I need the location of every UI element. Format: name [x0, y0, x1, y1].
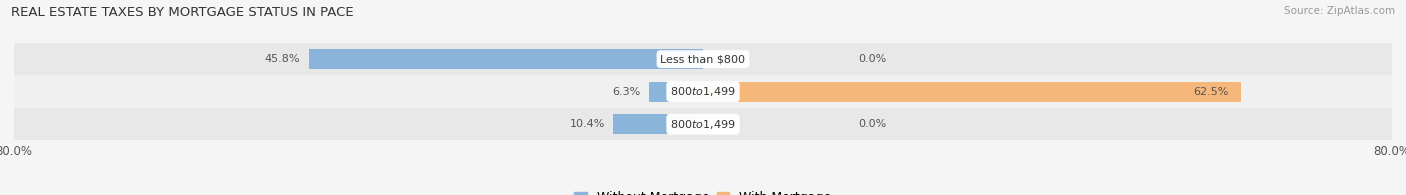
- Text: 45.8%: 45.8%: [264, 54, 299, 64]
- Bar: [14, 43, 1392, 75]
- Text: $800 to $1,499: $800 to $1,499: [671, 118, 735, 131]
- Bar: [14, 75, 1392, 108]
- Bar: [14, 108, 1392, 140]
- Text: 0.0%: 0.0%: [858, 54, 886, 64]
- Bar: [648, 82, 703, 102]
- Bar: [613, 114, 703, 134]
- Bar: [308, 49, 703, 69]
- Text: $800 to $1,499: $800 to $1,499: [671, 85, 735, 98]
- Text: 6.3%: 6.3%: [612, 87, 640, 97]
- Legend: Without Mortgage, With Mortgage: Without Mortgage, With Mortgage: [574, 191, 832, 195]
- Text: 10.4%: 10.4%: [569, 119, 605, 129]
- Text: Less than $800: Less than $800: [661, 54, 745, 64]
- Text: 0.0%: 0.0%: [858, 119, 886, 129]
- Text: REAL ESTATE TAXES BY MORTGAGE STATUS IN PACE: REAL ESTATE TAXES BY MORTGAGE STATUS IN …: [11, 6, 354, 19]
- Text: Source: ZipAtlas.com: Source: ZipAtlas.com: [1284, 6, 1395, 16]
- Bar: [703, 82, 1241, 102]
- Text: 62.5%: 62.5%: [1192, 87, 1229, 97]
